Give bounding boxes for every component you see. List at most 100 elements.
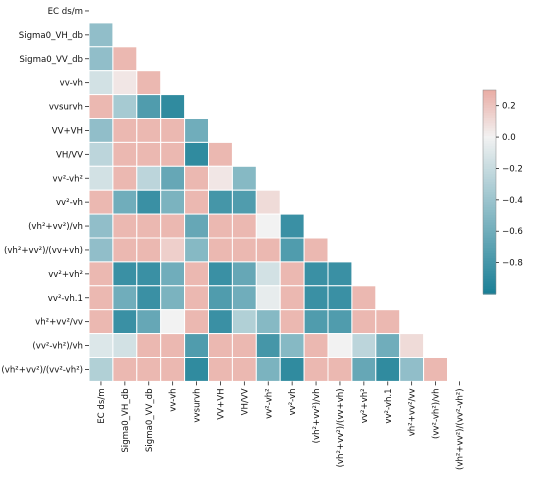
- colorbar-segment: [483, 222, 496, 226]
- heatmap-cell: [375, 309, 401, 335]
- heatmap-cell: [279, 285, 305, 311]
- colorbar-segment: [483, 192, 496, 196]
- heatmap-cell: [88, 357, 114, 382]
- x-tick-label: vv²-vh: [288, 388, 298, 415]
- heatmap-cell: [112, 357, 138, 382]
- colorbar-segment: [483, 237, 496, 242]
- colorbar-segment: [483, 102, 496, 106]
- heatmap-cell: [375, 333, 401, 359]
- heatmap-cell: [112, 285, 138, 311]
- heatmap-cell: [136, 213, 162, 239]
- y-tick-label: vv²+vh²: [48, 270, 83, 280]
- heatmap-cell: [208, 357, 233, 382]
- heatmap-cell: [184, 261, 210, 287]
- heatmap-cell: [112, 213, 138, 239]
- y-tick-label: EC ds/m: [48, 7, 83, 17]
- colorbar-segment: [483, 217, 496, 221]
- colorbar-segment: [483, 166, 496, 170]
- y-tick-label: vv-vh: [60, 79, 83, 89]
- heatmap-cell: [160, 261, 186, 287]
- heatmap-cell: [279, 357, 305, 382]
- heatmap-cell: [88, 165, 114, 191]
- heatmap-cell: [303, 309, 329, 335]
- heatmap-cell: [88, 141, 114, 167]
- heatmap-cell: [303, 357, 329, 382]
- colorbar-segment: [483, 189, 496, 193]
- heatmap-cell: [327, 333, 353, 359]
- heatmap-cells: [88, 22, 449, 382]
- x-tick-label: (vh²+vv²)/(vv²-vh²): [455, 388, 465, 470]
- heatmap-cell: [231, 357, 257, 382]
- colorbar-segment: [483, 130, 496, 134]
- y-tick-label: (vh²+vv²)/(vv²-vh²): [1, 365, 83, 375]
- heatmap-cell: [112, 46, 138, 72]
- heatmap-cell: [184, 237, 210, 263]
- colorbar-segment: [483, 169, 496, 173]
- colorbar-segment: [483, 243, 496, 247]
- heatmap-cell: [231, 261, 257, 287]
- colorbar-segment: [483, 227, 496, 231]
- colorbar-segment: [483, 268, 496, 272]
- colorbar-segment: [483, 135, 496, 140]
- x-tick-label: (vh²+vv²)/(vv+vh): [336, 388, 346, 467]
- colorbar-segment: [483, 286, 496, 290]
- heatmap-cell: [136, 237, 162, 263]
- heatmap-cell: [136, 309, 162, 335]
- heatmap-cell: [88, 237, 114, 263]
- heatmap-cell: [88, 70, 114, 96]
- heatmap-cell: [88, 118, 114, 143]
- heatmap-cell: [136, 357, 162, 382]
- heatmap-cell: [136, 118, 162, 143]
- heatmap-cell: [279, 333, 305, 359]
- heatmap-cell: [136, 189, 162, 215]
- colorbar-segment: [483, 105, 496, 109]
- colorbar-segment: [483, 271, 496, 275]
- heatmap-cell: [112, 333, 138, 359]
- colorbar-segment: [483, 278, 496, 282]
- colorbar-segment: [483, 248, 496, 252]
- colorbar-segment: [483, 204, 496, 208]
- heatmap-cell: [88, 333, 114, 359]
- heatmap-cell: [399, 333, 425, 359]
- heatmap-cell: [184, 141, 210, 167]
- colorbar-segment: [483, 158, 496, 162]
- heatmap-cell: [231, 237, 257, 263]
- colorbar-segment: [483, 128, 496, 132]
- x-tick-label: (vv²-vh²)/vh: [432, 388, 442, 439]
- x-tick-label: VV+VH: [216, 388, 226, 419]
- heatmap-cell: [208, 165, 233, 191]
- colorbar-segment: [483, 143, 496, 147]
- y-tick-label: Sigma0_VH_db: [19, 31, 83, 41]
- heatmap-cell: [88, 285, 114, 311]
- colorbar-segment: [483, 273, 496, 277]
- x-tick-label: vvsurvh: [193, 388, 203, 422]
- heatmap-cell: [231, 333, 257, 359]
- heatmap-cell: [423, 357, 449, 382]
- heatmap-cell: [399, 357, 425, 382]
- heatmap-cell: [88, 213, 114, 239]
- heatmap-cell: [160, 237, 186, 263]
- heatmap-cell: [160, 309, 186, 335]
- colorbar-segment: [483, 258, 496, 262]
- heatmap-cell: [112, 261, 138, 287]
- y-tick-label: VH/VV: [56, 150, 83, 160]
- heatmap-cell: [255, 309, 281, 335]
- colorbar-segment: [483, 97, 496, 101]
- heatmap-cell: [112, 189, 138, 215]
- y-tick-label: vv²-vh: [56, 198, 83, 208]
- heatmap-cell: [184, 118, 210, 143]
- colorbar-segment: [483, 153, 496, 157]
- x-tick-label: Sigma0_VV_db: [145, 388, 155, 452]
- heatmap-cell: [231, 213, 257, 239]
- heatmap-cell: [303, 237, 329, 263]
- heatmap-cell: [208, 141, 233, 167]
- colorbar-segment: [483, 276, 496, 280]
- colorbar-segment: [483, 281, 496, 285]
- heatmap-cell: [88, 46, 114, 72]
- colorbar-segment: [483, 115, 496, 119]
- colorbar: 0.2 0.0 −0.2 −0.4 −0.6 −0.8: [482, 89, 523, 295]
- colorbar-segment: [483, 90, 496, 94]
- heatmap-cell: [136, 141, 162, 167]
- y-tick-label: vvsurvh: [49, 103, 83, 113]
- colorbar-segment: [483, 95, 496, 99]
